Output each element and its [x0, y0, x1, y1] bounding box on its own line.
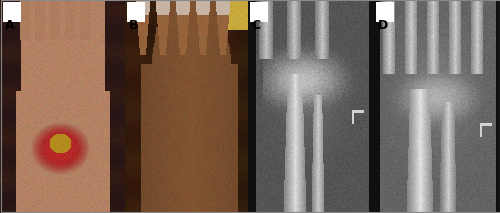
Text: B: B	[128, 20, 138, 33]
FancyBboxPatch shape	[2, 3, 21, 23]
Text: C: C	[252, 20, 260, 33]
Text: D: D	[378, 20, 388, 33]
Text: A: A	[4, 20, 14, 33]
FancyBboxPatch shape	[250, 3, 268, 23]
FancyBboxPatch shape	[126, 3, 144, 23]
FancyBboxPatch shape	[376, 3, 394, 23]
